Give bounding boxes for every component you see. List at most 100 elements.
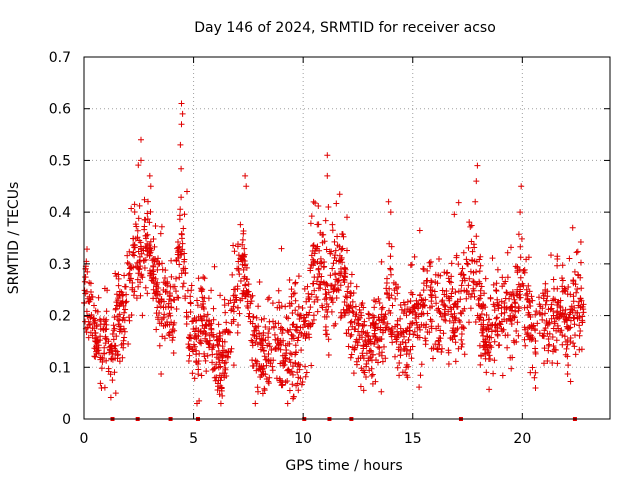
data-point	[486, 334, 493, 341]
data-point	[217, 352, 223, 359]
data-point	[345, 303, 352, 310]
data-point	[541, 360, 547, 367]
data-point	[455, 199, 462, 206]
data-point	[450, 319, 457, 326]
data-point	[185, 313, 191, 320]
data-point	[458, 282, 465, 289]
data-point	[386, 240, 393, 247]
data-point	[507, 316, 514, 323]
data-point	[345, 283, 352, 290]
data-point	[109, 331, 116, 337]
data-point	[321, 296, 328, 303]
data-point	[495, 342, 502, 349]
data-point	[84, 246, 90, 253]
data-point	[258, 316, 265, 323]
data-point	[311, 287, 318, 294]
data-point	[144, 290, 151, 297]
data-point	[252, 323, 259, 330]
data-point	[521, 324, 528, 331]
data-point	[244, 303, 251, 309]
data-point	[483, 369, 490, 376]
data-point	[130, 235, 137, 242]
data-point	[89, 293, 96, 300]
data-point	[178, 165, 185, 172]
data-point-peak	[147, 183, 154, 190]
data-point	[241, 253, 247, 260]
data-point	[308, 362, 315, 369]
data-point	[531, 374, 538, 381]
data-point	[520, 282, 527, 289]
data-point	[443, 270, 450, 277]
data-point	[407, 298, 414, 304]
data-point	[150, 263, 157, 270]
data-point	[334, 233, 341, 240]
data-point	[522, 342, 529, 349]
data-point-peak	[184, 188, 190, 195]
data-point	[572, 332, 578, 339]
data-point	[420, 287, 427, 294]
data-point	[394, 290, 401, 297]
data-point	[559, 307, 566, 314]
data-point	[140, 257, 147, 264]
data-point	[151, 243, 158, 250]
data-point	[381, 343, 387, 350]
data-point	[121, 309, 128, 316]
data-point	[154, 314, 161, 321]
data-point	[415, 301, 422, 308]
data-point	[288, 286, 295, 293]
data-point	[452, 358, 459, 365]
data-point	[493, 315, 500, 322]
data-point	[293, 382, 300, 389]
data-point	[478, 353, 485, 360]
data-point	[428, 279, 435, 286]
data-point	[115, 282, 122, 289]
data-point	[287, 359, 294, 366]
data-point	[221, 338, 228, 345]
data-point	[146, 252, 153, 259]
x-axis-label: GPS time / hours	[285, 458, 402, 474]
x-tick-label: 15	[404, 431, 422, 447]
data-point	[281, 352, 288, 359]
data-point	[106, 346, 113, 353]
data-point	[546, 341, 553, 348]
data-point	[260, 348, 267, 354]
data-point	[135, 248, 142, 255]
data-point	[167, 312, 174, 319]
data-point	[249, 320, 256, 327]
data-point	[436, 256, 442, 262]
data-point	[235, 258, 242, 265]
data-point	[552, 347, 559, 353]
data-point	[87, 321, 94, 328]
data-point	[173, 306, 180, 312]
data-point	[224, 353, 231, 360]
data-point	[549, 360, 556, 366]
data-point	[310, 280, 317, 287]
data-point	[477, 292, 484, 299]
data-point	[289, 310, 296, 316]
data-point	[400, 345, 407, 352]
data-point	[174, 245, 181, 252]
data-point	[428, 323, 435, 330]
data-point	[384, 320, 391, 327]
data-point	[115, 295, 122, 302]
data-point	[501, 300, 508, 306]
data-point	[394, 317, 401, 324]
data-point	[387, 265, 394, 272]
data-point	[473, 268, 480, 275]
data-point	[401, 333, 407, 340]
data-point	[305, 331, 312, 338]
data-point	[406, 324, 413, 331]
data-point	[369, 380, 376, 387]
data-point	[521, 336, 528, 343]
data-point	[375, 344, 382, 350]
data-point	[176, 274, 183, 281]
data-point	[229, 306, 235, 313]
data-point	[469, 248, 476, 255]
data-point	[427, 287, 434, 293]
data-point	[338, 313, 345, 320]
data-point	[392, 353, 398, 360]
data-point	[515, 332, 522, 339]
data-point	[285, 366, 292, 373]
data-point	[539, 332, 546, 339]
data-point	[126, 277, 133, 284]
